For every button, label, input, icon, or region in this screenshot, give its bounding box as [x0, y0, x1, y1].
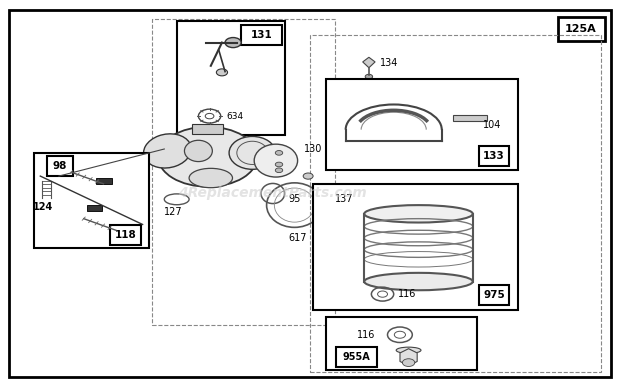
Text: 133: 133: [483, 151, 505, 161]
Bar: [326, 79, 518, 170]
Ellipse shape: [396, 347, 421, 353]
Text: 116: 116: [398, 289, 417, 299]
Bar: [453, 115, 487, 121]
Text: 95: 95: [288, 194, 301, 204]
Ellipse shape: [185, 140, 212, 162]
Ellipse shape: [229, 137, 276, 170]
Text: 634: 634: [226, 111, 244, 121]
Circle shape: [275, 162, 283, 167]
Bar: [34, 153, 149, 248]
Circle shape: [303, 173, 313, 179]
Text: 617: 617: [288, 233, 307, 243]
Circle shape: [275, 151, 283, 155]
Circle shape: [216, 69, 228, 76]
Circle shape: [402, 359, 415, 366]
Bar: [479, 146, 509, 166]
Bar: [192, 124, 223, 134]
Bar: [326, 317, 477, 370]
Ellipse shape: [144, 134, 191, 168]
Bar: [310, 35, 601, 372]
Text: 118: 118: [114, 230, 136, 240]
Bar: [177, 21, 285, 135]
Ellipse shape: [365, 205, 472, 223]
Ellipse shape: [158, 127, 257, 187]
Circle shape: [365, 74, 373, 79]
Bar: [47, 156, 73, 176]
Text: 975: 975: [483, 290, 505, 300]
Ellipse shape: [365, 273, 472, 290]
Polygon shape: [363, 57, 375, 68]
Text: 955A: 955A: [343, 352, 370, 362]
Circle shape: [225, 38, 241, 48]
Text: 127: 127: [164, 207, 183, 217]
Text: 116: 116: [356, 330, 375, 340]
Bar: [558, 17, 604, 41]
Bar: [479, 285, 509, 305]
Bar: [241, 25, 282, 45]
Bar: [42, 172, 51, 177]
Text: 131: 131: [250, 30, 273, 40]
Polygon shape: [400, 349, 417, 366]
Ellipse shape: [254, 144, 298, 177]
Bar: [152, 19, 335, 325]
Bar: [87, 205, 102, 211]
Bar: [110, 225, 141, 245]
Text: 125A: 125A: [565, 24, 597, 34]
Circle shape: [275, 168, 283, 173]
Text: 104: 104: [482, 120, 501, 130]
Bar: [96, 178, 112, 184]
Text: 130: 130: [304, 144, 322, 154]
Ellipse shape: [189, 168, 232, 188]
Text: 124: 124: [33, 202, 53, 212]
Text: 134: 134: [380, 58, 399, 68]
Text: 4ReplacementParts.com: 4ReplacementParts.com: [179, 187, 367, 200]
Bar: [337, 347, 377, 367]
Text: 98: 98: [53, 161, 68, 171]
Text: 137: 137: [335, 194, 353, 204]
Bar: [313, 184, 518, 310]
